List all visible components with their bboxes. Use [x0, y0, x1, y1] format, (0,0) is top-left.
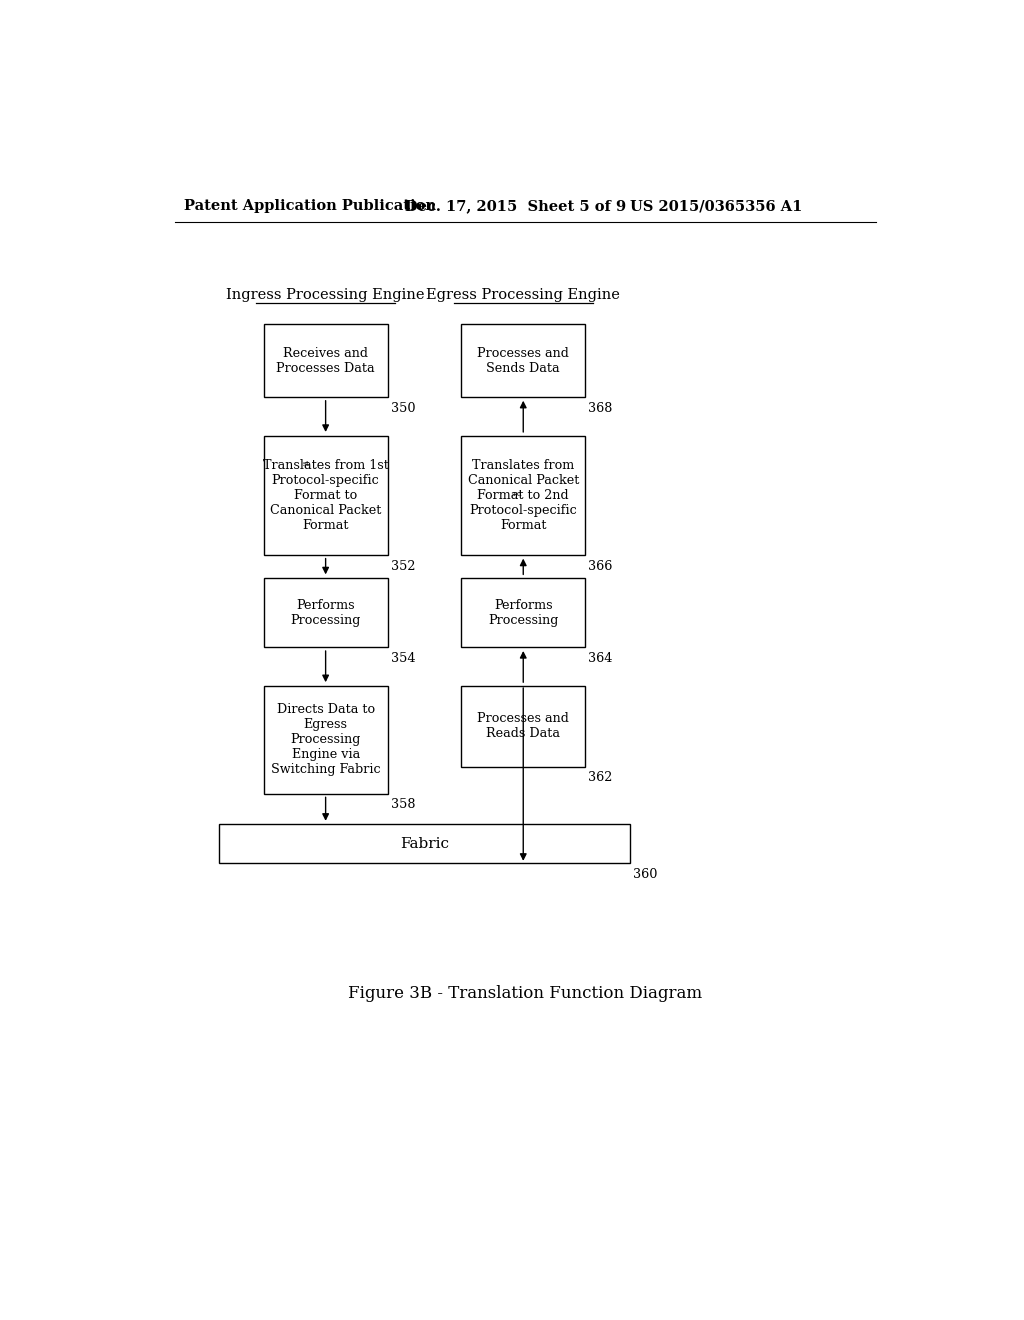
Bar [263, 578, 388, 647]
Text: Figure 3B - Translation Function Diagram: Figure 3B - Translation Function Diagram [348, 985, 701, 1002]
Bar [461, 578, 586, 647]
Text: 362: 362 [589, 771, 612, 784]
Text: Ingress Processing Engine: Ingress Processing Engine [226, 289, 425, 302]
Text: 366: 366 [589, 560, 612, 573]
Text: Translates from
Canonical Packet
Format to 2nd
Protocol-specific
Format: Translates from Canonical Packet Format … [468, 459, 579, 532]
Text: Egress Processing Engine: Egress Processing Engine [426, 289, 621, 302]
Text: st: st [302, 459, 309, 467]
Text: 358: 358 [391, 799, 415, 812]
Text: 354: 354 [391, 652, 415, 665]
Text: nd: nd [512, 490, 522, 499]
Text: Patent Application Publication: Patent Application Publication [183, 199, 436, 213]
Bar [219, 825, 630, 863]
Text: Translates from 1st
Protocol-specific
Format to
Canonical Packet
Format: Translates from 1st Protocol-specific Fo… [263, 459, 388, 532]
Bar [263, 686, 388, 793]
Text: 352: 352 [391, 560, 415, 573]
Text: Processes and
Sends Data: Processes and Sends Data [477, 347, 569, 375]
Bar [461, 686, 586, 767]
Text: 360: 360 [633, 867, 657, 880]
Text: Directs Data to
Egress
Processing
Engine via
Switching Fabric: Directs Data to Egress Processing Engine… [270, 704, 381, 776]
Text: Performs
Processing: Performs Processing [291, 599, 360, 627]
Bar [263, 436, 388, 554]
Bar [461, 323, 586, 397]
Text: 364: 364 [589, 652, 612, 665]
Text: Receives and
Processes Data: Receives and Processes Data [276, 347, 375, 375]
Text: Dec. 17, 2015  Sheet 5 of 9: Dec. 17, 2015 Sheet 5 of 9 [406, 199, 627, 213]
Text: 350: 350 [391, 401, 415, 414]
Text: Processes and
Reads Data: Processes and Reads Data [477, 713, 569, 741]
Text: Performs
Processing: Performs Processing [488, 599, 558, 627]
Bar [461, 436, 586, 554]
Text: US 2015/0365356 A1: US 2015/0365356 A1 [630, 199, 803, 213]
Text: Fabric: Fabric [400, 837, 450, 850]
Bar [263, 323, 388, 397]
Text: 368: 368 [589, 401, 612, 414]
